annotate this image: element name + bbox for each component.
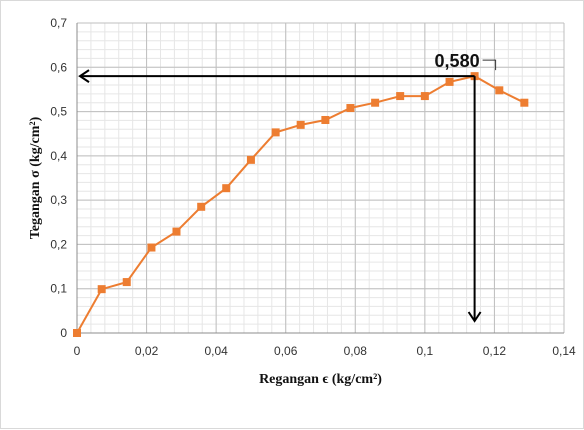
x-tick-label: 0,08 [344,344,368,358]
minor-gridlines [76,22,565,334]
data-point [172,227,181,236]
annotation-label: 0,580 [435,51,480,71]
data-point [271,128,280,137]
data-point [396,92,405,101]
major-gridlines [76,22,565,334]
x-tick-label: 0,12 [483,344,507,358]
y-tick-label: 0,7 [50,16,67,30]
x-tick-label: 0,14 [552,344,576,358]
axes [76,23,564,334]
data-point [371,98,380,107]
data-point [147,243,156,252]
data-point [445,77,454,86]
y-axis-title: Tegangan σ (kg/cm²) [28,116,43,239]
y-tick-label: 0 [60,326,67,340]
y-tick-label: 0,1 [50,282,67,296]
data-point [73,329,81,337]
series-group [73,72,529,337]
series-line [76,75,525,334]
data-point [222,184,231,193]
y-tick-label: 0,2 [50,237,67,251]
data-point [420,92,429,101]
y-tick-labels: 0 0,1 0,2 0,3 0,4 0,5 0,6 0,7 [50,16,67,340]
data-point [346,104,355,113]
data-point [246,155,255,164]
annotation-arrowhead-left [78,69,90,83]
x-tick-labels: 0 0,02 0,04 0,06 0,08 0,1 0,12 0,14 [74,344,576,358]
y-tick-label: 0,3 [50,193,67,207]
y-tick-label: 0,6 [50,60,67,74]
x-tick-label: 0,1 [417,344,434,358]
x-tick-label: 0,02 [135,344,159,358]
x-axis-title: Regangan ϵ (kg/cm²) [259,372,382,387]
data-point [197,202,206,211]
y-tick-label: 0,4 [50,149,67,163]
data-point [122,278,131,287]
data-point [296,120,305,129]
data-point [520,98,529,107]
annotation-arrowhead-down [467,311,482,323]
data-point [495,86,504,95]
x-tick-label: 0,04 [204,344,228,358]
x-tick-label: 0 [74,344,81,358]
y-tick-label: 0,5 [50,105,67,119]
annotation-leader [482,59,497,71]
annotation-group: 0,580 [78,51,497,323]
data-point [321,115,330,124]
data-point [97,285,106,294]
x-tick-label: 0,06 [274,344,298,358]
